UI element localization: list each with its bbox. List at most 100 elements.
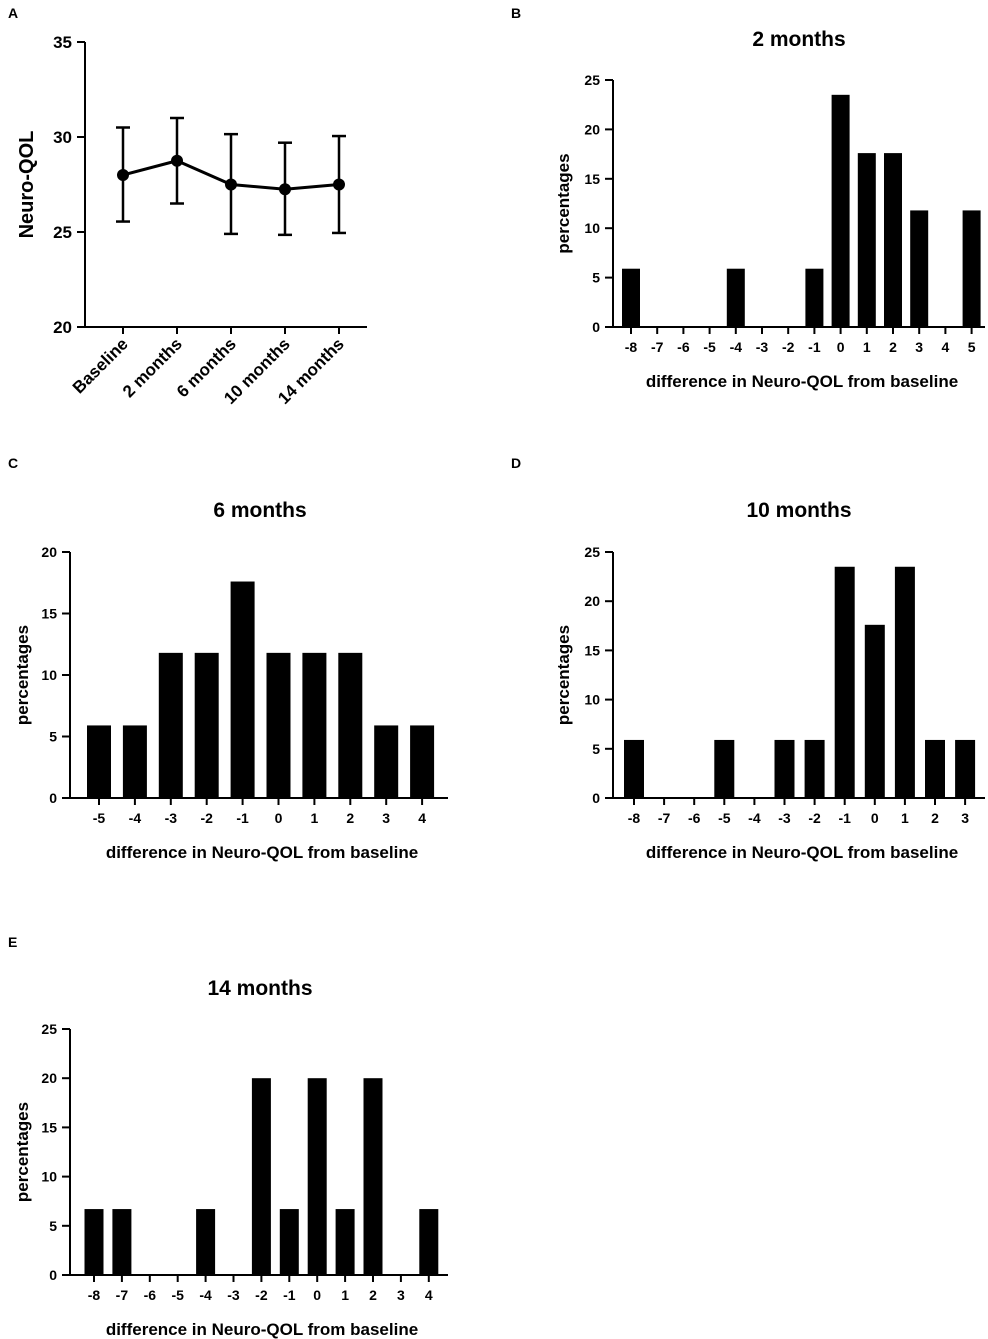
bar: [834, 566, 855, 798]
bar: [335, 1209, 355, 1275]
y-tick-label: 20: [53, 318, 72, 337]
y-tick-label: 15: [41, 1119, 57, 1135]
x-tick-label: -5: [703, 339, 716, 355]
x-tick-label: -8: [628, 810, 641, 826]
data-point: [279, 183, 291, 196]
x-tick-label: -1: [283, 1287, 296, 1303]
y-tick-label: 20: [584, 121, 600, 137]
y-axis-title: percentages: [13, 625, 32, 725]
x-tick-label: -6: [144, 1287, 157, 1303]
bar: [864, 624, 885, 798]
x-tick-label: 2: [369, 1287, 377, 1303]
panel-label: C: [8, 455, 18, 471]
x-tick-label: -4: [730, 339, 743, 355]
y-tick-label: 35: [53, 33, 72, 52]
x-tick-label: -2: [782, 339, 795, 355]
x-tick-label: -1: [838, 810, 851, 826]
x-tick-label: 4: [425, 1287, 433, 1303]
y-tick-label: 0: [49, 1267, 57, 1283]
bar: [194, 652, 219, 798]
y-tick-label: 5: [49, 1218, 57, 1234]
y-tick-label: 20: [584, 593, 600, 609]
y-tick-label: 15: [41, 606, 57, 622]
x-tick-label: -4: [748, 810, 761, 826]
y-axis-title: percentages: [13, 1102, 32, 1202]
bar: [774, 739, 795, 798]
panel-label: B: [511, 5, 521, 21]
bar: [884, 153, 902, 327]
y-tick-label: 25: [53, 223, 72, 242]
y-tick-label: 10: [41, 1169, 57, 1185]
bar: [955, 739, 976, 798]
x-axis-title: difference in Neuro-QOL from baseline: [106, 1320, 418, 1339]
y-tick-label: 25: [584, 72, 600, 88]
y-tick-label: 15: [584, 642, 600, 658]
x-tick-label: 2: [931, 810, 939, 826]
data-point: [171, 154, 183, 167]
x-tick-label: 4: [942, 339, 950, 355]
panel-label: E: [8, 934, 17, 950]
bar: [230, 581, 255, 798]
bar: [925, 739, 945, 798]
bar: [962, 210, 981, 327]
x-tick-label: -5: [171, 1287, 184, 1303]
bar: [624, 739, 644, 798]
x-tick-label: -3: [165, 810, 178, 826]
x-tick-label: 3: [382, 810, 390, 826]
x-tick-label: -4: [199, 1287, 212, 1303]
x-axis-title: difference in Neuro-QOL from baseline: [106, 843, 418, 862]
bar: [410, 725, 435, 798]
x-tick-label: 0: [313, 1287, 321, 1303]
chart-title: 6 months: [213, 499, 306, 522]
x-axis-title: difference in Neuro-QOL from baseline: [646, 843, 958, 862]
bar: [831, 94, 850, 327]
x-tick-label: -1: [808, 339, 821, 355]
x-tick-label: -2: [808, 810, 821, 826]
y-tick-label: 10: [584, 692, 600, 708]
bar: [279, 1209, 299, 1275]
bar: [112, 1209, 132, 1275]
bar: [307, 1078, 327, 1275]
x-tick-label: 3: [915, 339, 923, 355]
y-tick-label: 10: [584, 220, 600, 236]
x-tick-label: -8: [88, 1287, 101, 1303]
x-tick-label: 5: [968, 339, 976, 355]
x-tick-label: -6: [677, 339, 690, 355]
x-tick-label: -2: [255, 1287, 268, 1303]
x-tick-label: 1: [341, 1287, 349, 1303]
x-tick-label: -1: [236, 810, 249, 826]
x-tick-label: 1: [311, 810, 319, 826]
x-axis-title: difference in Neuro-QOL from baseline: [646, 372, 958, 391]
bar: [622, 268, 640, 327]
y-axis-title: percentages: [554, 153, 573, 253]
y-tick-label: 5: [49, 729, 57, 745]
x-tick-label: 2: [346, 810, 354, 826]
x-tick-label: 3: [961, 810, 969, 826]
bar: [374, 725, 399, 798]
x-tick-label: -3: [756, 339, 769, 355]
data-point: [225, 178, 237, 191]
x-tick-label: -5: [93, 810, 106, 826]
y-tick-label: 25: [41, 1021, 57, 1037]
panel-label: A: [8, 5, 18, 21]
x-tick-label: -4: [129, 810, 142, 826]
bar: [363, 1078, 383, 1275]
y-tick-label: 30: [53, 128, 72, 147]
y-tick-label: 25: [584, 544, 600, 560]
x-tick-label: 1: [901, 810, 909, 826]
x-tick-label: 4: [418, 810, 426, 826]
y-tick-label: 20: [41, 544, 57, 560]
bar: [805, 268, 824, 327]
bar: [894, 566, 915, 798]
x-tick-label: 1: [863, 339, 871, 355]
bar: [158, 652, 183, 798]
x-tick-label: -2: [200, 810, 213, 826]
y-tick-label: 0: [592, 790, 600, 806]
y-tick-label: 10: [41, 667, 57, 683]
x-tick-label: -8: [625, 339, 638, 355]
y-tick-label: 0: [49, 790, 57, 806]
